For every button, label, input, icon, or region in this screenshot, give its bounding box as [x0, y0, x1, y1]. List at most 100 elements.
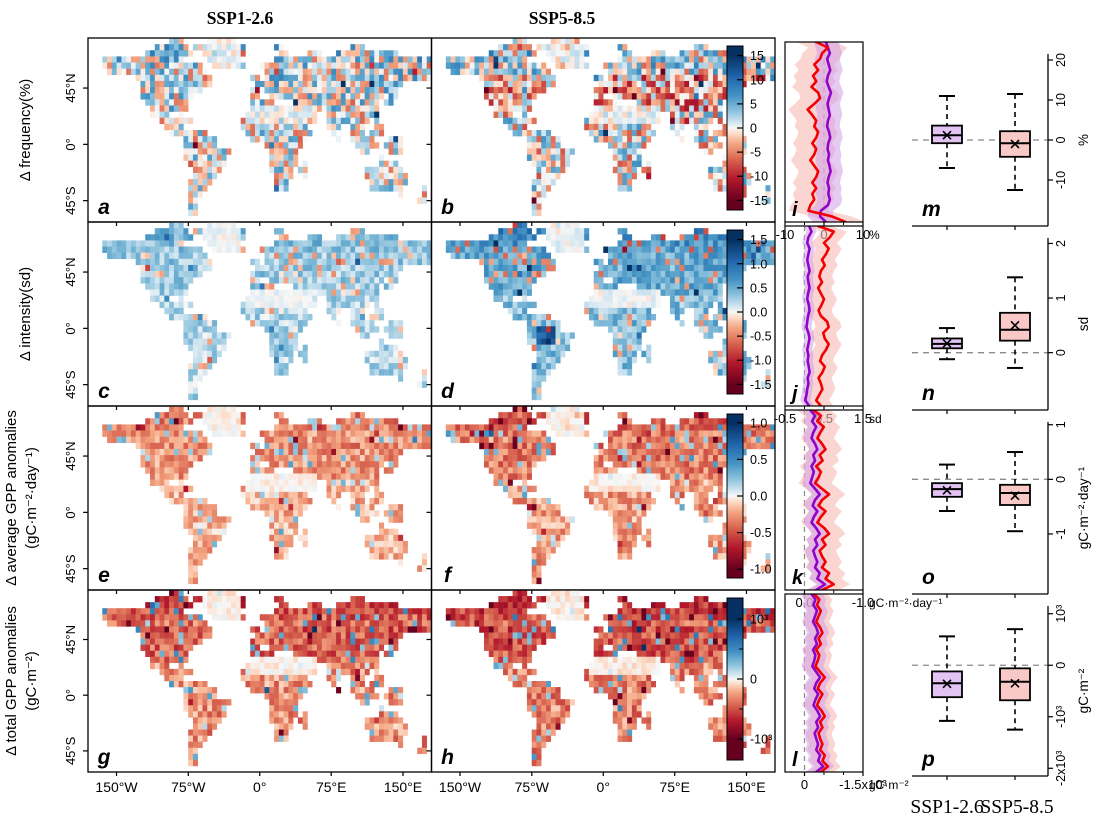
- map-cell: [150, 430, 156, 437]
- map-cell: [269, 528, 275, 536]
- map-cell: [483, 68, 489, 76]
- map-cell: [498, 87, 504, 94]
- map-cell: [393, 461, 399, 468]
- map-cell: [283, 430, 289, 437]
- map-cell: [355, 252, 361, 260]
- map-cell: [698, 424, 704, 431]
- map-cell: [650, 314, 656, 321]
- map-cell: [326, 68, 332, 76]
- map-cell: [183, 136, 189, 143]
- map-cell: [574, 222, 580, 229]
- map-cell: [531, 436, 537, 444]
- map-cell: [259, 246, 265, 253]
- map-cell: [536, 197, 542, 204]
- map-cell: [650, 430, 656, 437]
- map-cell: [541, 412, 547, 419]
- map-cell: [560, 516, 566, 523]
- map-cell: [197, 332, 203, 339]
- map-cell: [498, 448, 504, 456]
- map-cell: [536, 80, 542, 88]
- map-cell: [264, 295, 270, 302]
- map-cell: [536, 534, 542, 542]
- map-cell: [717, 540, 723, 548]
- map-cell: [679, 461, 685, 468]
- map-cell: [293, 424, 299, 431]
- map-cell: [283, 87, 289, 94]
- map-cell: [336, 62, 342, 69]
- map-cell: [169, 448, 175, 456]
- map-cell: [765, 381, 771, 388]
- map-cell: [250, 87, 256, 94]
- map-cell: [331, 455, 337, 462]
- map-cell: [684, 56, 690, 63]
- map-cell: [188, 498, 194, 505]
- map-cell: [407, 436, 413, 444]
- map-cell: [278, 436, 284, 444]
- map-cell: [221, 222, 227, 229]
- map-cell: [307, 455, 313, 462]
- map-cell: [379, 56, 385, 63]
- map-cell: [689, 271, 695, 278]
- map-cell: [350, 442, 356, 450]
- map-cell: [221, 522, 227, 529]
- map-cell: [274, 314, 280, 321]
- scenario-label-ssp585: SSP5-8.5: [980, 797, 1053, 818]
- map-cell: [350, 130, 356, 137]
- map-cell: [274, 148, 280, 155]
- map-cell: [627, 172, 633, 180]
- map-cell: [374, 142, 380, 149]
- map-cell: [512, 74, 518, 82]
- map-cell: [231, 246, 237, 253]
- map-cell: [770, 442, 776, 450]
- map-cell: [288, 448, 294, 456]
- map-cell: [379, 424, 385, 431]
- map-cell: [698, 448, 704, 456]
- map-cell: [698, 504, 704, 511]
- map-cell: [331, 240, 337, 247]
- map-cell: [608, 498, 614, 505]
- map-cell: [417, 252, 423, 260]
- map-cell: [512, 130, 518, 137]
- map-cell: [274, 301, 280, 309]
- map-cell: [183, 314, 189, 321]
- map-cell: [269, 344, 275, 352]
- map-cell: [536, 540, 542, 548]
- map-cell: [202, 534, 208, 542]
- map-cell: [164, 99, 170, 106]
- map-cell: [383, 87, 389, 94]
- map-cell: [722, 461, 728, 468]
- map-cell: [717, 295, 723, 302]
- map-cell: [617, 105, 623, 112]
- map-cell: [274, 74, 280, 82]
- map-cell: [293, 301, 299, 309]
- map-cell: [622, 307, 628, 315]
- map-cell: [288, 504, 294, 511]
- map-cell: [326, 307, 332, 315]
- map-cell: [646, 123, 652, 131]
- map-cell: [169, 485, 175, 493]
- map-cell: [231, 412, 237, 419]
- map-cell: [546, 160, 552, 168]
- map-cell: [154, 448, 160, 456]
- map-cell: [650, 498, 656, 505]
- map-cell: [264, 289, 270, 296]
- map-cell: [336, 74, 342, 82]
- map-cell: [283, 363, 289, 370]
- map-cell: [192, 393, 198, 401]
- map-cell: [274, 68, 280, 76]
- map-cell: [741, 547, 747, 554]
- map-cell: [608, 130, 614, 137]
- map-cell: [526, 87, 532, 94]
- map-cell: [746, 258, 752, 266]
- map-cell: [283, 117, 289, 125]
- map-cell: [240, 485, 246, 493]
- map-cell: [421, 375, 427, 382]
- map-cell: [379, 80, 385, 88]
- map-cell: [541, 130, 547, 137]
- map-cell: [274, 528, 280, 536]
- map-cell: [197, 185, 203, 192]
- map-cell: [283, 123, 289, 131]
- map-cell: [293, 522, 299, 529]
- map-cell: [579, 418, 585, 425]
- map-cell: [636, 485, 642, 493]
